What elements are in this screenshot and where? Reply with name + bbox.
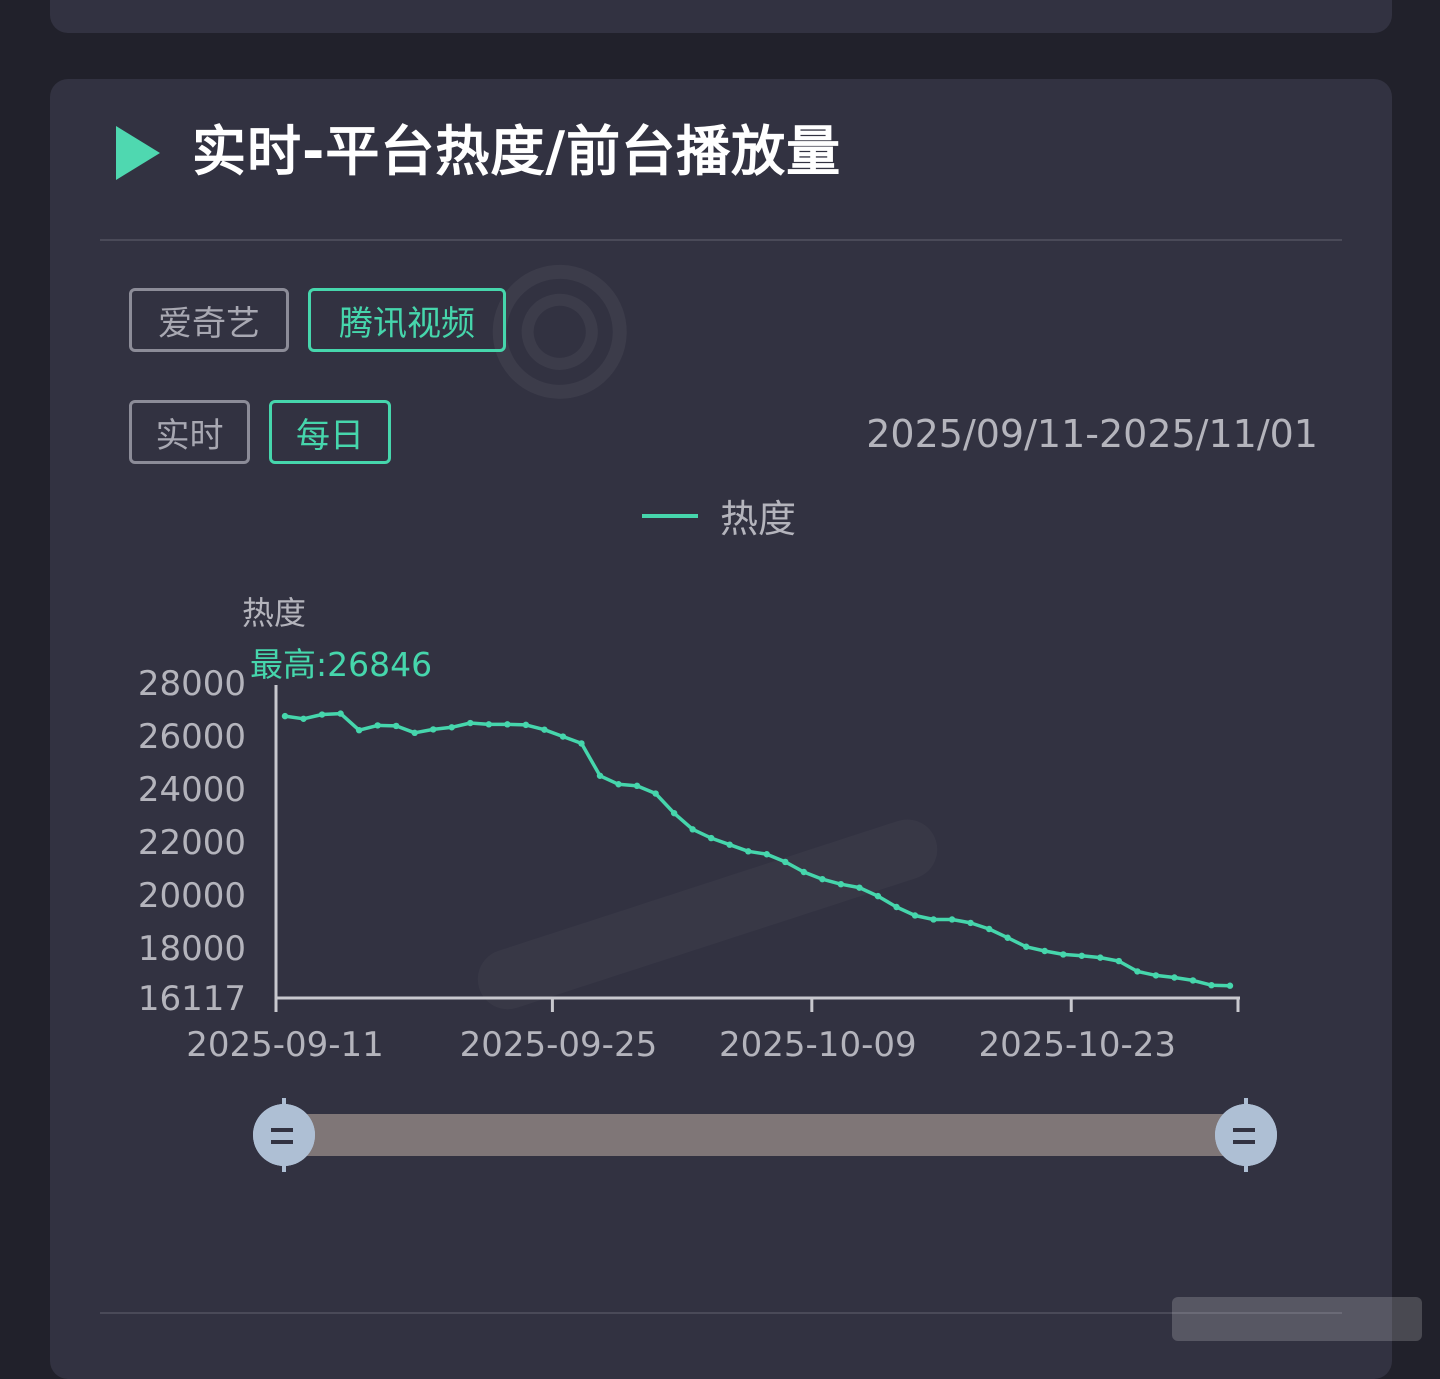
data-point	[856, 884, 863, 891]
legend-label: 热度	[720, 497, 797, 541]
data-point	[670, 809, 678, 817]
data-point	[430, 726, 437, 733]
data-point	[504, 721, 511, 728]
tab-tencent-video[interactable]: 腾讯视频	[308, 288, 506, 352]
data-point	[467, 719, 474, 727]
data-point	[300, 715, 307, 722]
section-title: 实时-平台热度/前台播放量	[192, 120, 842, 183]
data-point	[707, 834, 715, 842]
data-point	[930, 916, 937, 923]
zoom-slider-left-handle[interactable]	[253, 1098, 315, 1172]
data-point	[615, 781, 622, 788]
title-divider	[100, 239, 1342, 241]
data-point	[411, 729, 418, 737]
legend-line-icon	[642, 513, 698, 518]
bottom-divider	[100, 1312, 1342, 1314]
data-point	[837, 880, 845, 888]
data-point	[819, 875, 826, 883]
data-point	[1189, 977, 1197, 984]
data-point	[374, 722, 381, 729]
zoom-slider-track[interactable]	[284, 1114, 1246, 1156]
data-point	[911, 912, 919, 919]
data-point	[559, 733, 567, 740]
play-triangle-icon	[116, 126, 160, 180]
data-point	[1041, 947, 1048, 955]
data-point	[1171, 974, 1178, 981]
x-tick-label: 2025-10-23	[978, 1025, 1176, 1065]
data-point	[948, 916, 956, 923]
x-tick-label: 2025-09-11	[186, 1025, 384, 1065]
data-point	[1060, 951, 1067, 958]
data-point	[281, 712, 289, 720]
previous-card	[50, 0, 1392, 33]
data-point	[541, 726, 548, 733]
data-point	[1134, 968, 1141, 975]
data-point	[1004, 934, 1011, 941]
tab-daily[interactable]: 每日	[269, 400, 391, 464]
data-point	[1022, 943, 1030, 950]
y-tick-label: 24000	[138, 770, 246, 810]
date-range: 2025/09/11-2025/11/01	[866, 412, 1318, 456]
zoom-slider[interactable]	[250, 1098, 1280, 1172]
data-point	[763, 851, 770, 858]
data-point	[318, 711, 326, 718]
y-tick-label: 20000	[138, 876, 246, 916]
data-point	[1097, 954, 1104, 961]
x-tick-label: 2025-10-09	[719, 1025, 917, 1065]
data-point	[448, 724, 455, 731]
data-point	[1078, 952, 1085, 959]
y-tick-label: 18000	[138, 929, 246, 969]
data-point	[1152, 972, 1160, 979]
data-point	[1115, 957, 1123, 965]
data-point	[355, 726, 363, 734]
data-point	[874, 892, 882, 900]
zoom-slider-right-handle[interactable]	[1215, 1098, 1277, 1172]
data-point	[726, 841, 733, 848]
tab-iqiyi[interactable]: 爱奇艺	[129, 288, 289, 352]
data-point	[689, 826, 696, 833]
data-point	[782, 858, 789, 866]
data-point	[578, 740, 585, 747]
data-point	[893, 903, 900, 911]
max-value-label: 最高:26846	[250, 645, 432, 684]
data-point	[596, 772, 604, 779]
x-tick-label: 2025-09-25	[460, 1025, 658, 1065]
y-tick-label: 28000	[138, 664, 246, 704]
tab-realtime[interactable]: 实时	[129, 400, 250, 464]
chart-legend[interactable]: 热度	[642, 488, 796, 543]
data-point	[745, 848, 752, 855]
data-point	[392, 722, 400, 730]
data-point	[337, 710, 344, 717]
y-tick-label: 22000	[138, 823, 246, 863]
y-axis-title: 热度	[242, 594, 306, 632]
data-point	[985, 925, 993, 933]
y-tick-label: 16117	[138, 979, 246, 1019]
data-point	[485, 721, 493, 728]
data-point	[522, 721, 530, 729]
data-point	[800, 868, 808, 876]
series-line-heat	[284, 711, 1231, 988]
data-point	[1208, 981, 1215, 989]
data-point	[633, 782, 641, 790]
blurred-corner-watermark	[1172, 1297, 1422, 1341]
y-tick-label: 26000	[138, 717, 246, 757]
data-point	[967, 919, 974, 927]
data-point	[1226, 982, 1234, 989]
data-point	[652, 790, 659, 797]
